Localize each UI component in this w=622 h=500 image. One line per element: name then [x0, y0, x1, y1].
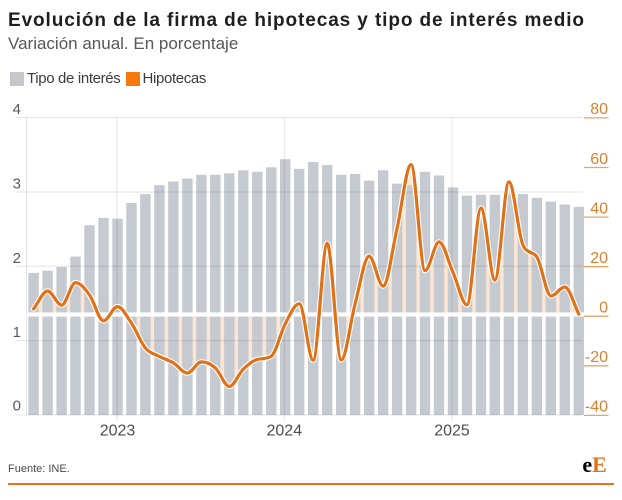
svg-text:2: 2: [13, 250, 21, 267]
svg-text:1: 1: [13, 324, 21, 341]
svg-text:3: 3: [13, 176, 21, 193]
svg-text:60: 60: [590, 151, 608, 168]
svg-text:4: 4: [13, 101, 21, 118]
svg-text:20: 20: [590, 250, 608, 267]
svg-text:-20: -20: [585, 349, 608, 366]
svg-text:40: 40: [590, 200, 608, 217]
svg-text:0: 0: [599, 300, 608, 317]
svg-text:0: 0: [13, 398, 21, 415]
svg-text:-40: -40: [585, 399, 608, 416]
svg-text:80: 80: [590, 101, 608, 118]
svg-text:2025: 2025: [434, 422, 470, 439]
svg-text:2023: 2023: [100, 422, 136, 439]
svg-text:2024: 2024: [267, 422, 303, 439]
